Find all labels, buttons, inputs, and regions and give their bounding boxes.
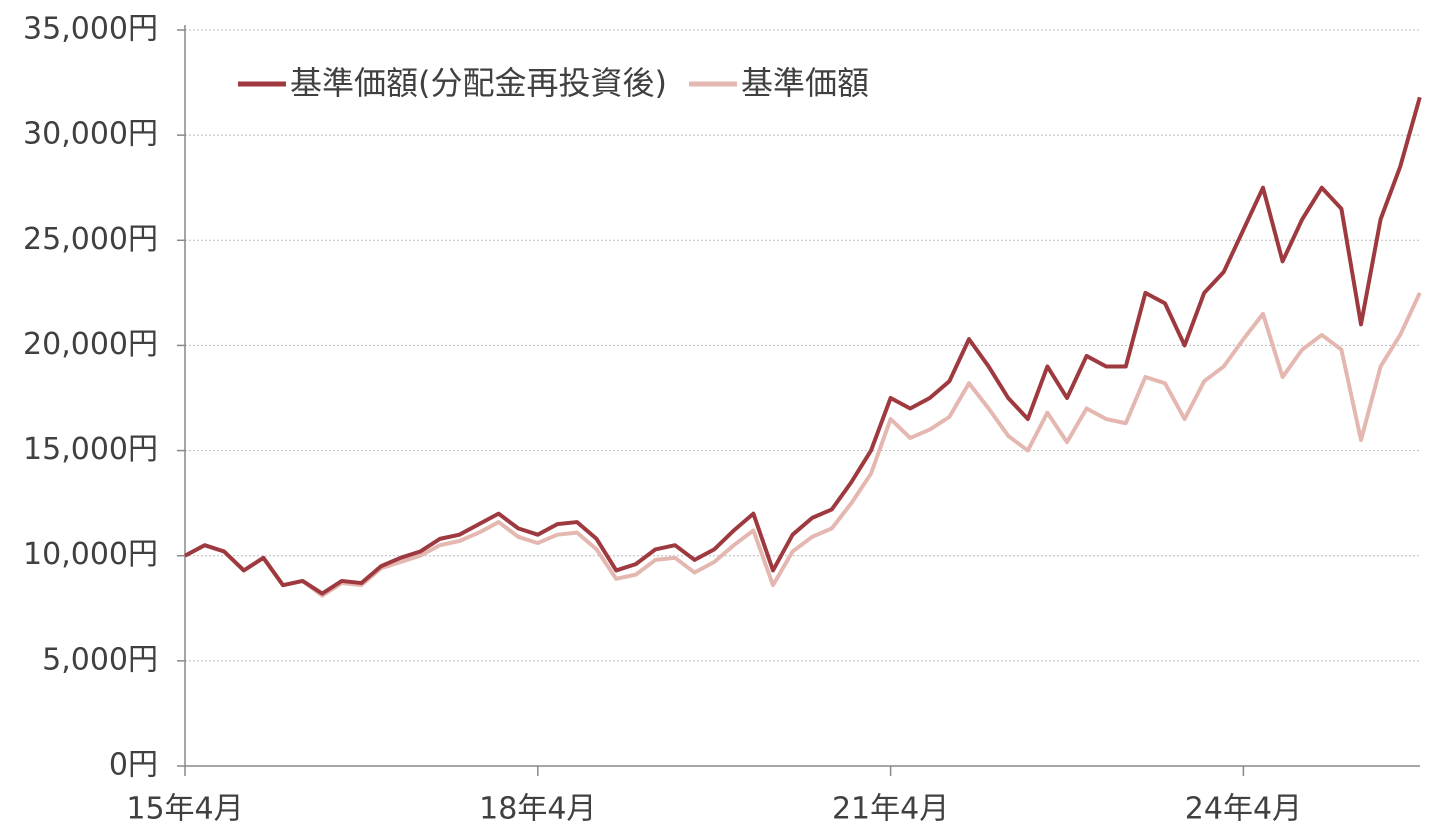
- y-tick-label: 25,000円: [23, 222, 158, 257]
- x-tick-label: 18年4月: [479, 792, 596, 827]
- y-tick-label: 0円: [109, 748, 158, 783]
- x-tick-label: 15年4月: [126, 792, 243, 827]
- series-line: [184, 96, 1422, 596]
- y-tick-label: 5,000円: [42, 642, 158, 677]
- legend-label: 基準価額: [741, 64, 869, 102]
- legend-label: 基準価額(分配金再投資後): [290, 64, 667, 102]
- y-tick-label: 20,000円: [23, 327, 158, 362]
- y-tick-label: 35,000円: [23, 12, 158, 47]
- x-tick-label: 21年4月: [832, 792, 949, 827]
- y-tick-label: 30,000円: [23, 117, 158, 152]
- y-tick-label: 15,000円: [23, 432, 158, 467]
- series-line: [184, 292, 1422, 598]
- x-tick-label: 24年4月: [1185, 792, 1302, 827]
- y-tick-label: 10,000円: [23, 537, 158, 572]
